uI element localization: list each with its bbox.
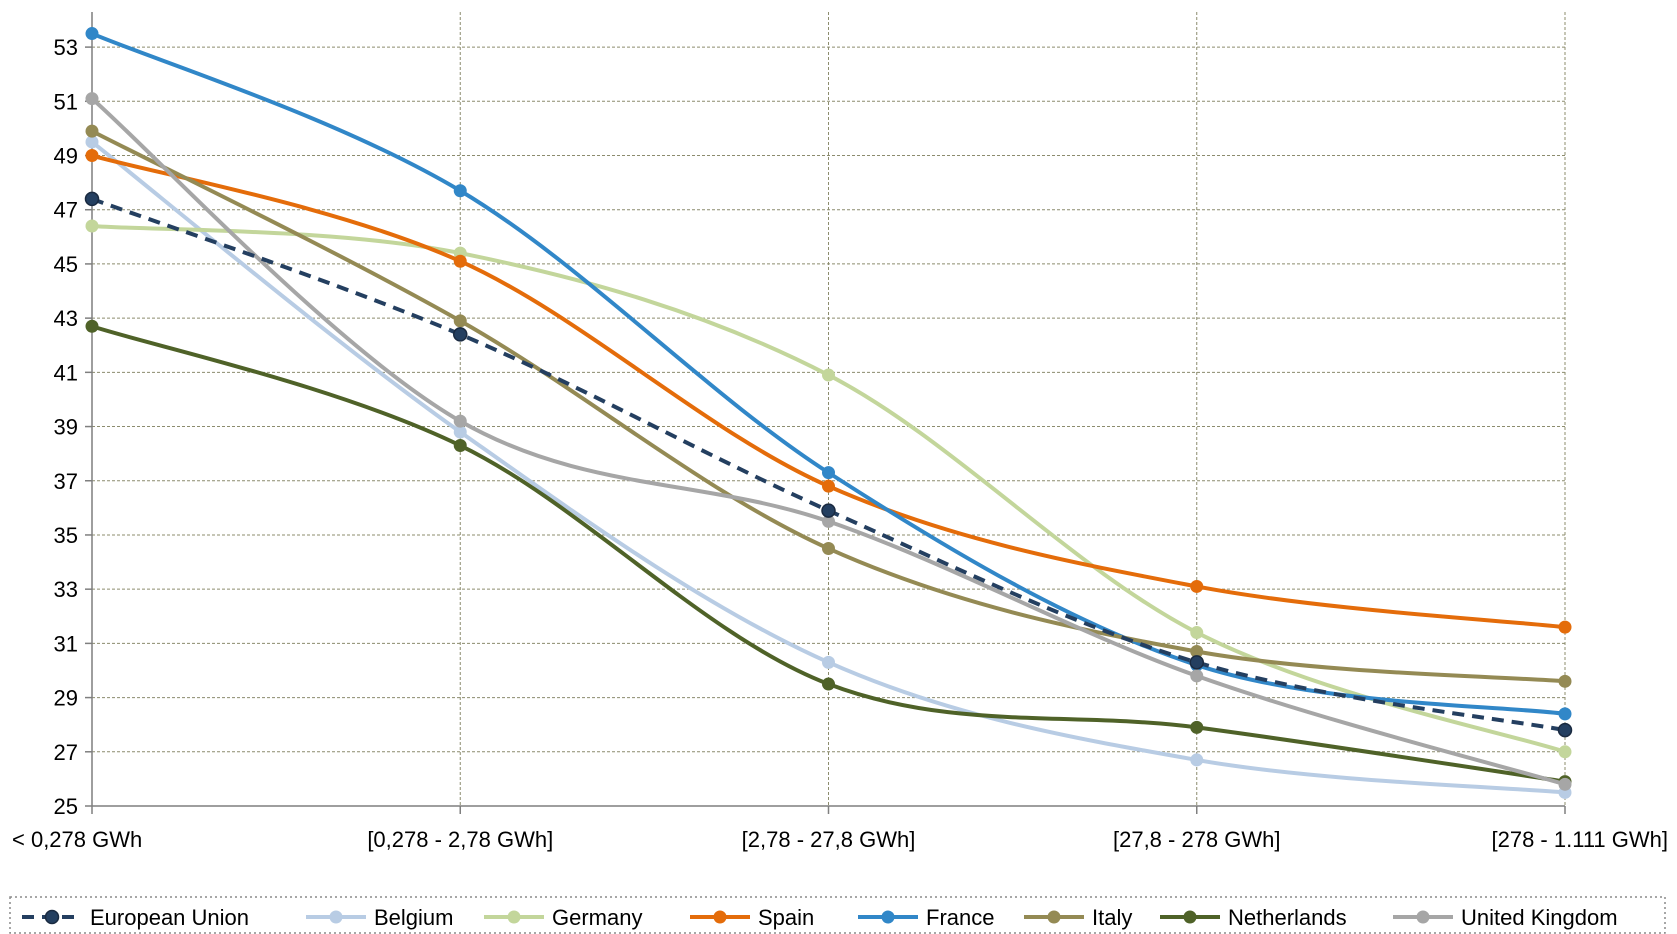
legend-marker-european-union <box>44 909 60 925</box>
y-tick-label: 45 <box>54 252 78 277</box>
y-tick-label: 53 <box>54 35 78 60</box>
y-tick-label: 25 <box>54 794 78 819</box>
data-point-european-union <box>84 191 100 207</box>
data-point-italy <box>1190 645 1204 659</box>
data-point-united-kingdom <box>1190 669 1204 683</box>
legend-marker-spain <box>713 910 727 924</box>
legend-marker-italy <box>1047 910 1061 924</box>
y-tick-label: 37 <box>54 469 78 494</box>
data-point-spain <box>453 254 467 268</box>
data-point-european-union <box>1557 722 1573 738</box>
data-point-belgium <box>1190 753 1204 767</box>
x-tick-label: [27,8 - 278 GWh] <box>1113 827 1281 852</box>
legend-marker-germany <box>507 910 521 924</box>
legend-marker-belgium <box>329 910 343 924</box>
data-point-italy <box>85 124 99 138</box>
data-point-united-kingdom <box>85 92 99 106</box>
data-point-italy <box>822 542 835 556</box>
data-point-netherlands <box>85 319 99 333</box>
data-point-italy <box>1558 674 1572 688</box>
x-tick-label: [0,278 - 2,78 GWh] <box>367 827 553 852</box>
data-point-germany <box>1558 745 1572 759</box>
legend: European Union Belgium Germany Spain France I… <box>9 896 1666 934</box>
y-tick-label: 35 <box>54 523 78 548</box>
y-tick-label: 29 <box>54 686 78 711</box>
series-line-spain <box>90 153 1567 630</box>
series-lines <box>84 27 1573 799</box>
y-tick-label: 31 <box>54 631 78 656</box>
data-point-belgium <box>85 135 99 149</box>
legend-label-germany: Germany <box>552 905 642 930</box>
data-point-germany <box>85 219 99 233</box>
legend-label-spain: Spain <box>758 905 814 930</box>
legend-marker-netherlands <box>1183 910 1197 924</box>
x-tick-label: [2,78 - 27,8 GWh] <box>742 827 916 852</box>
data-point-united-kingdom <box>453 414 467 428</box>
legend-label-belgium: Belgium <box>374 905 453 930</box>
data-point-spain <box>1190 579 1204 593</box>
data-point-european-union <box>1189 655 1204 670</box>
data-point-netherlands <box>453 439 467 453</box>
legend-label-european-union: European Union <box>90 905 249 930</box>
data-point-germany <box>1190 626 1204 640</box>
data-point-france <box>822 466 835 480</box>
data-point-belgium <box>453 425 467 439</box>
y-tick-label: 27 <box>54 740 78 765</box>
data-point-france <box>1558 707 1572 721</box>
data-point-spain <box>1558 620 1572 634</box>
data-point-france <box>85 27 99 41</box>
data-point-european-union <box>453 327 468 342</box>
data-point-spain <box>822 479 835 493</box>
data-point-united-kingdom <box>822 514 835 528</box>
legend-label-italy: Italy <box>1092 905 1132 930</box>
data-point-belgium <box>822 655 835 669</box>
data-point-netherlands <box>822 677 835 691</box>
data-point-netherlands <box>1190 720 1204 734</box>
legend-marker-united-kingdom <box>1416 910 1430 924</box>
data-point-france <box>453 184 467 198</box>
y-tick-label: 43 <box>54 306 78 331</box>
y-tick-label: 41 <box>54 360 78 385</box>
x-tick-labels: < 0,278 GWh [0,278 - 2,78 GWh] [2,78 - 27,… <box>12 827 1668 852</box>
data-point-european-union <box>821 503 836 518</box>
y-tick-labels: 25 27 29 31 33 35 37 39 41 43 45 47 49 51 53 <box>54 35 78 819</box>
y-tick-label: 33 <box>54 577 78 602</box>
legend-label-netherlands: Netherlands <box>1228 905 1347 930</box>
y-tick-label: 47 <box>54 198 78 223</box>
data-point-united-kingdom <box>1558 777 1572 791</box>
legend-marker-france <box>881 910 895 924</box>
legend-label-france: France <box>926 905 994 930</box>
data-point-spain <box>85 149 99 163</box>
y-tick-label: 51 <box>54 89 78 114</box>
y-tick-label: 39 <box>54 415 78 440</box>
x-tick-label: < 0,278 GWh <box>12 827 142 852</box>
y-tick-label: 49 <box>54 144 78 169</box>
data-point-italy <box>453 314 467 328</box>
data-point-germany <box>822 368 835 382</box>
legend-label-united-kingdom: United Kingdom <box>1461 905 1618 930</box>
series-line-belgium <box>90 139 1567 795</box>
x-tick-label: [278 - 1.111 GWh] <box>1492 827 1669 852</box>
